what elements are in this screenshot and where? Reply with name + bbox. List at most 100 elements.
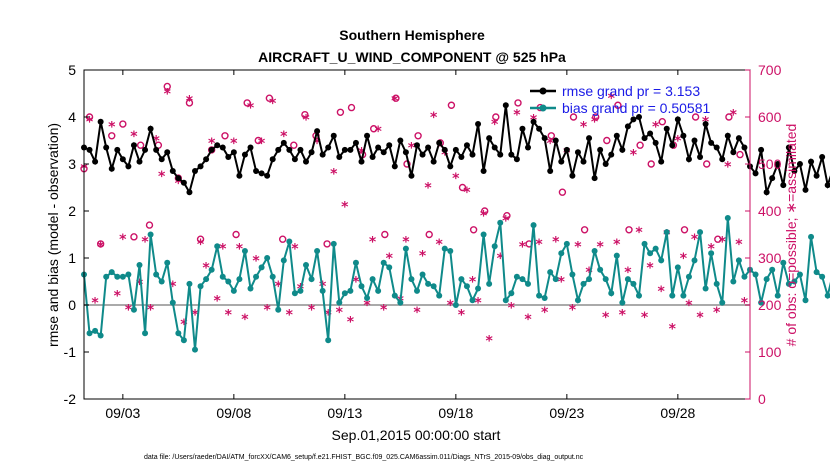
- obs-assimilated-point: *: [114, 289, 122, 305]
- obs-assimilated-point: *: [413, 305, 421, 321]
- bias-point: [724, 215, 731, 222]
- bias-point: [169, 299, 176, 306]
- obs-possible-point: [647, 160, 655, 168]
- bias-point: [536, 292, 543, 299]
- obs-possible-point: [569, 113, 578, 121]
- bias-point: [358, 283, 365, 290]
- rmse-point: [636, 114, 642, 120]
- rmse-point: [164, 149, 171, 156]
- rmse-point: [658, 158, 665, 165]
- bias-point: [425, 280, 432, 287]
- bias-point: [330, 240, 337, 247]
- rmse-point: [114, 146, 121, 153]
- bias-point: [669, 292, 676, 299]
- bias-point: [375, 287, 382, 294]
- rmse-point: [108, 165, 115, 172]
- y-right-tick-label: 0: [758, 391, 766, 407]
- obs-assimilated-point: *: [552, 235, 560, 251]
- legend-bias-label: bias grand pr = 0.50581: [562, 100, 710, 116]
- bias-point: [569, 271, 576, 278]
- bias-point: [386, 264, 393, 271]
- rmse-point: [136, 158, 143, 165]
- bias-point: [752, 271, 759, 278]
- rmse-point: [525, 144, 531, 151]
- obs-assimilated-point: *: [469, 275, 477, 291]
- x-tick-label: 09/08: [216, 405, 251, 421]
- rmse-point: [547, 168, 554, 175]
- rmse-point: [330, 132, 337, 139]
- legend-rmse-marker: [539, 87, 547, 95]
- rmse-point: [697, 153, 704, 160]
- rmse-point: [264, 172, 271, 179]
- rmse-point: [358, 158, 365, 165]
- rmse-point: [291, 156, 298, 163]
- bias-point: [408, 276, 415, 283]
- obs-assimilated-point: *: [291, 242, 299, 258]
- obs-possible-point: [381, 230, 389, 239]
- rmse-point: [375, 144, 382, 151]
- bias-point: [741, 273, 748, 280]
- obs-possible-point: [447, 101, 456, 109]
- plot-area: * * * * * * * * * * * * * * * * * * * * * * * * * * * * * * * * * * * * * * * *…: [80, 69, 830, 400]
- y-axis-label: rmse and bias (model - observation): [45, 123, 61, 347]
- bias-point: [663, 229, 670, 236]
- rmse-point: [569, 172, 576, 179]
- bias-point: [208, 266, 215, 273]
- obs-assimilated-point: *: [602, 310, 610, 326]
- right-axis: 0 100 200 300 400 500 600 700: [749, 62, 782, 407]
- bias-point: [502, 297, 509, 304]
- obs-assimilated-point: *: [180, 317, 188, 333]
- bias-point: [475, 285, 482, 292]
- obs-layer: * * * * * * * * * * * * * * * * * * * * * * * * * * * * * * * * * * * * * * * *…: [80, 82, 749, 349]
- obs-assimilated-point: *: [313, 136, 321, 152]
- rmse-point: [574, 149, 581, 156]
- bias-point: [286, 238, 293, 245]
- y-right-tick-label: 500: [758, 156, 782, 172]
- rmse-point: [791, 168, 798, 175]
- chart-title: Southern Hemisphere: [339, 27, 485, 43]
- bias-point: [641, 240, 648, 247]
- obs-assimilated-point: *: [524, 312, 532, 328]
- rmse-point: [253, 168, 260, 175]
- legend: rmse grand pr = 3.153 bias grand pr = 0.…: [530, 83, 710, 116]
- obs-assimilated-point: *: [691, 232, 699, 248]
- bias-point: [486, 280, 493, 287]
- rmse-point: [441, 146, 448, 153]
- rmse-point: [680, 132, 687, 139]
- rmse-point: [769, 175, 776, 182]
- rmse-point: [552, 137, 559, 144]
- rmse-point: [153, 146, 160, 153]
- y-tick-label: -2: [64, 391, 77, 407]
- obs-assimilated-point: *: [735, 237, 743, 253]
- rmse-point: [685, 156, 692, 163]
- rmse-point: [391, 163, 398, 170]
- obs-possible-point: [691, 113, 700, 121]
- obs-assimilated-point: *: [441, 148, 449, 164]
- obs-assimilated-point: *: [130, 129, 138, 145]
- obs-assimilated-point: *: [491, 117, 499, 133]
- y-right-tick-label: 700: [758, 62, 782, 78]
- obs-possible-point: [425, 230, 433, 239]
- bias-point: [674, 264, 681, 271]
- obs-assimilated-point: *: [480, 209, 488, 225]
- rmse-point: [741, 144, 748, 151]
- obs-possible-point: [196, 235, 205, 243]
- bias-point: [763, 276, 770, 283]
- bias-point: [147, 231, 154, 238]
- obs-possible-point: [290, 141, 298, 149]
- rmse-point: [425, 144, 432, 151]
- bias-point: [364, 294, 371, 301]
- y-right-tick-label: 400: [758, 203, 782, 219]
- rmse-point: [808, 158, 815, 165]
- obs-possible-point: [323, 240, 331, 248]
- y-right-tick-label: 600: [758, 109, 782, 125]
- left-axis: -2 -1 0 1 2 3 4 5: [64, 62, 750, 407]
- obs-assimilated-point: *: [186, 94, 194, 110]
- obs-possible-point: [514, 99, 522, 107]
- bias-point: [214, 243, 221, 250]
- bias-point: [491, 243, 498, 250]
- obs-assimilated-point: *: [214, 293, 222, 309]
- x-axis-label: Sep.01,2015 00:00:00 start: [332, 427, 501, 443]
- obs-assimilated-point: *: [158, 169, 166, 185]
- obs-assimilated-point: *: [713, 305, 721, 321]
